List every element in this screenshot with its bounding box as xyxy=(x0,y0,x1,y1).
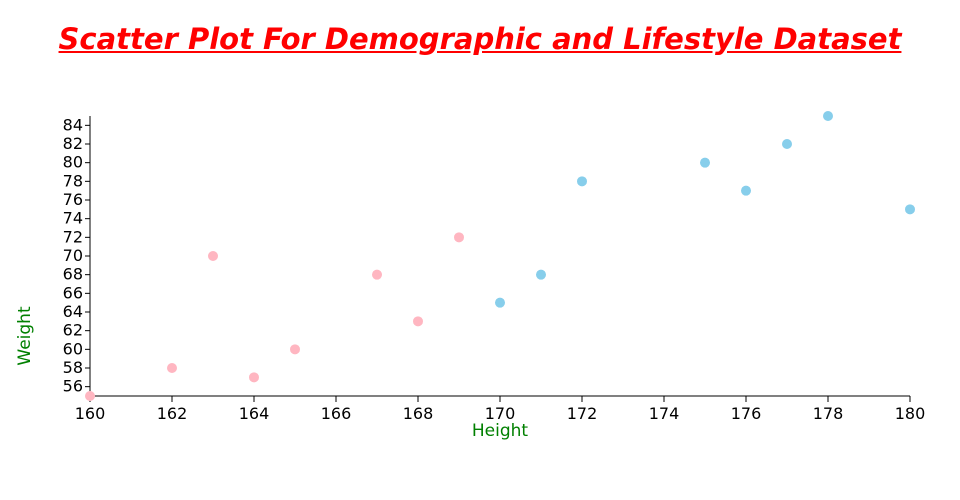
y-tick-label: 66 xyxy=(63,283,83,302)
y-tick-label: 64 xyxy=(63,302,83,321)
x-tick-label: 164 xyxy=(239,404,270,423)
data-point xyxy=(167,363,177,373)
data-point xyxy=(290,344,300,355)
data-point xyxy=(700,157,710,168)
chart-title: Scatter Plot For Demographic and Lifesty… xyxy=(58,22,902,56)
x-tick-label: 168 xyxy=(403,404,434,423)
y-tick-label: 56 xyxy=(63,377,83,396)
y-tick-label: 82 xyxy=(63,134,83,153)
y-tick-label: 78 xyxy=(63,171,83,190)
data-point xyxy=(536,269,546,280)
data-point xyxy=(741,185,751,196)
x-tick-label: 170 xyxy=(485,404,516,423)
y-tick-label: 60 xyxy=(63,339,83,358)
x-axis-title: Height xyxy=(472,421,529,441)
data-point xyxy=(495,297,505,308)
x-tick-label: 172 xyxy=(567,404,598,423)
data-point xyxy=(85,391,95,401)
x-axis: 160 162 164 166 168 170 172 174 176 178 180 xyxy=(75,395,926,423)
data-point xyxy=(413,316,423,327)
x-tick-label: 174 xyxy=(649,404,680,423)
data-point xyxy=(208,251,218,261)
x-tick-label: 180 xyxy=(895,404,926,423)
data-point xyxy=(454,232,464,243)
data-point xyxy=(577,176,587,187)
data-point xyxy=(905,204,915,215)
data-point xyxy=(823,111,833,121)
y-tick-label: 58 xyxy=(63,358,83,377)
y-tick-label: 76 xyxy=(63,190,83,209)
data-point xyxy=(782,139,792,149)
x-tick-label: 176 xyxy=(731,404,762,423)
y-tick-label: 74 xyxy=(63,209,83,228)
y-tick-label: 62 xyxy=(63,321,83,340)
y-tick-label: 70 xyxy=(63,246,83,265)
x-tick-label: 160 xyxy=(75,404,106,423)
y-tick-label: 68 xyxy=(63,265,83,284)
x-tick-label: 178 xyxy=(813,404,844,423)
x-tick-label: 166 xyxy=(321,404,352,423)
y-tick-label: 72 xyxy=(63,227,83,246)
data-points xyxy=(85,111,915,401)
y-tick-label: 84 xyxy=(63,115,83,134)
data-point xyxy=(249,372,259,383)
y-axis-title: Weight xyxy=(15,306,35,366)
y-tick-label: 80 xyxy=(63,153,83,172)
x-tick-label: 162 xyxy=(157,404,188,423)
data-point xyxy=(372,269,382,280)
